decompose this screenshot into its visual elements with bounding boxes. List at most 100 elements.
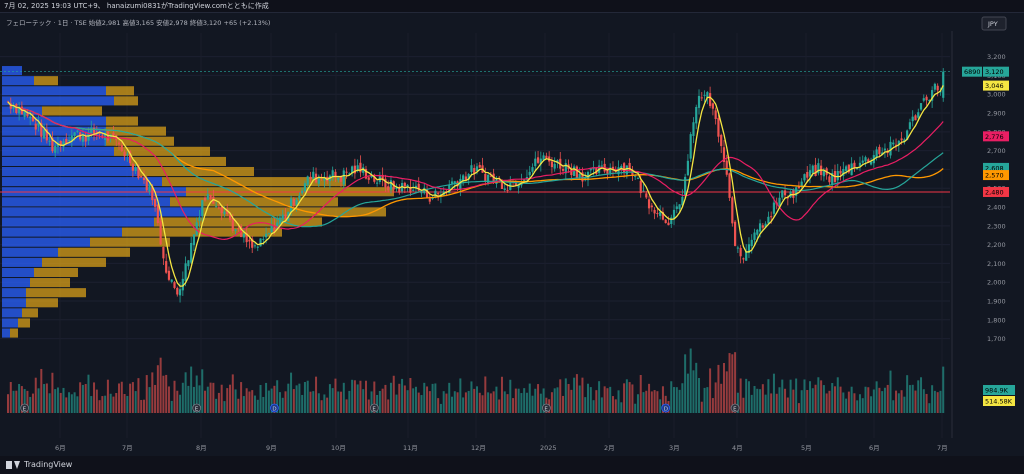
candle-body: [922, 98, 925, 101]
volume-bar: [129, 383, 132, 413]
currency-badge[interactable]: [981, 16, 1007, 31]
candle-body: [90, 127, 93, 134]
volume-bar: [739, 378, 742, 413]
candle-body: [764, 223, 767, 228]
volume-bar: [928, 403, 931, 413]
candle-body: [134, 167, 137, 172]
chart-area[interactable]: フェローテック · 1日 · TSE 始値2,981 高値3,165 安値2,9…: [0, 12, 1024, 457]
candle-body: [561, 168, 565, 171]
volume-bar: [179, 394, 182, 413]
volume-bar: [442, 391, 445, 413]
volume-bar: [340, 391, 343, 413]
volume-bar: [875, 381, 878, 413]
volume-bar: [381, 388, 384, 413]
candle-body: [267, 233, 270, 235]
event-marker[interactable]: [270, 403, 279, 413]
volume-profile-sell-bar: [26, 288, 86, 298]
volume-bar: [795, 378, 798, 413]
candle-body: [684, 176, 687, 196]
volume-bar: [803, 379, 806, 413]
volume-bar: [118, 383, 121, 413]
candle-body: [634, 175, 637, 177]
volume-bar: [162, 375, 165, 413]
x-tick-label: 11月: [403, 444, 418, 452]
candle-body: [364, 168, 368, 179]
volume-tag: [983, 396, 1015, 406]
candle-body: [65, 138, 68, 144]
volume-profile-buy-bar: [2, 166, 138, 177]
volume-bar: [603, 386, 606, 413]
event-marker[interactable]: [20, 403, 30, 413]
candle-body: [664, 219, 667, 224]
volume-bar: [850, 386, 853, 413]
event-marker[interactable]: [541, 403, 551, 413]
volume-profile-sell-bar: [22, 308, 38, 318]
volume-bar: [462, 397, 465, 413]
candle-body: [672, 209, 676, 219]
event-marker-label: E: [733, 407, 737, 413]
candle-body: [470, 165, 473, 172]
volume-bar: [745, 378, 748, 413]
candle-body: [756, 229, 759, 235]
volume-bar: [195, 375, 198, 413]
candle-body: [301, 190, 304, 194]
volume-bar: [76, 396, 79, 413]
volume-bar: [631, 384, 634, 413]
volume-bar: [70, 394, 73, 413]
volume-bar: [389, 382, 392, 413]
price-tag-label: 2,570: [985, 172, 1004, 180]
candle-body: [806, 171, 809, 178]
volume-bar: [81, 384, 84, 413]
volume-bar: [417, 392, 420, 413]
volume-bar: [595, 390, 598, 413]
y-tick-label: 2,900: [987, 110, 1006, 118]
candle-body: [453, 181, 456, 184]
event-marker[interactable]: [369, 403, 379, 413]
volume-bar: [312, 391, 315, 413]
price-tag: [983, 170, 1009, 181]
candle-body: [190, 242, 193, 263]
price-chart[interactable]: フェローテック · 1日 · TSE 始値2,981 高値3,165 安値2,9…: [0, 13, 1024, 457]
volume-bar: [387, 399, 390, 413]
candle-body: [375, 182, 379, 184]
event-marker[interactable]: [192, 403, 202, 413]
volume-bar: [525, 392, 528, 413]
candle-body: [253, 245, 257, 247]
candle-body: [428, 198, 431, 202]
event-marker[interactable]: [661, 403, 671, 413]
volume-bar: [600, 397, 603, 413]
candle-body: [908, 122, 912, 129]
tradingview-logo[interactable]: TradingView: [6, 456, 72, 474]
volume-bar: [872, 389, 875, 413]
candle-body: [195, 222, 198, 236]
candle-body: [248, 239, 251, 242]
x-tick-label: 3月: [669, 444, 680, 452]
sma-mid-line: [7, 101, 944, 241]
volume-bar: [700, 401, 703, 413]
volume-bar: [695, 362, 698, 413]
sma-short-line: [7, 85, 944, 287]
candle-body: [575, 166, 579, 178]
volume-bar: [725, 371, 728, 413]
symbol-badge: [962, 66, 982, 77]
candle-body: [409, 186, 412, 193]
candle-body: [31, 116, 35, 122]
volume-profile-sell-bar: [154, 217, 322, 227]
candle-body: [84, 136, 87, 142]
volume-bar: [847, 391, 850, 413]
volume-bar: [797, 403, 800, 413]
volume-tag: [983, 385, 1015, 395]
volume-bar: [878, 387, 881, 413]
volume-bar: [770, 393, 773, 413]
event-marker[interactable]: [730, 403, 740, 413]
candle-body: [556, 160, 559, 163]
volume-bar: [734, 352, 737, 413]
volume-profile-sell-bar: [42, 257, 106, 267]
chart-title-line: 7月 02, 2025 19:03 UTC+9、 hanaizumi0831がT…: [4, 2, 269, 10]
volume-profile-sell-bar: [26, 298, 58, 308]
candle-body: [48, 140, 51, 142]
candle-body: [223, 211, 226, 214]
volume-bar: [253, 395, 256, 413]
candle-body: [783, 190, 787, 196]
candle-body: [697, 95, 701, 108]
